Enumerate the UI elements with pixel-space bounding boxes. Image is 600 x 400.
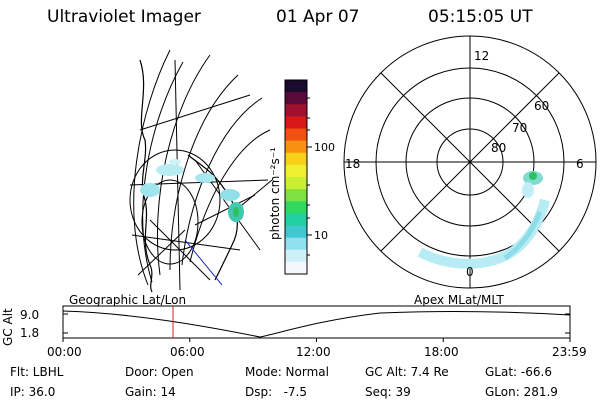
polar-plot	[343, 35, 597, 289]
info-glon: GLon: 281.9	[485, 385, 558, 399]
instrument-title: Ultraviolet Imager	[47, 7, 201, 27]
timeline-panel	[62, 305, 571, 342]
colorbar-gradient	[285, 80, 307, 275]
info-ip: IP: 36.0	[10, 385, 56, 399]
altitude-curve	[62, 310, 571, 338]
date-label: 01 Apr 07	[276, 7, 360, 27]
info-glat: GLat: -66.6	[485, 365, 552, 379]
colorbar-cell	[285, 177, 307, 190]
mlat-label-60: 60	[534, 99, 549, 113]
y-axis-label: GC Alt	[1, 308, 15, 346]
colorbar-cell	[285, 152, 307, 166]
colorbar-cell	[285, 92, 307, 105]
geographic-map	[129, 49, 273, 291]
colorbar-cell	[285, 261, 307, 275]
geographic-label: Geographic Lat/Lon	[69, 293, 187, 307]
info-mode: Mode: Normal	[245, 365, 329, 379]
limb-arc	[133, 49, 171, 286]
info-door: Door: Open	[125, 365, 194, 379]
apex-label: Apex MLat/MLT	[414, 293, 504, 307]
x-tick-1200: 12:00	[296, 345, 331, 359]
colorbar-label: photon cm⁻²s⁻¹	[268, 147, 282, 240]
colorbar-cell	[285, 104, 307, 117]
info-seq: Seq: 39	[365, 385, 411, 399]
info-gain: Gain: 14	[125, 385, 176, 399]
colorbar-cell	[285, 116, 307, 130]
colorbar-cell	[285, 201, 307, 214]
x-tick-0600: 06:00	[170, 345, 205, 359]
colorbar-cell	[285, 80, 307, 93]
auroral-oval-polar	[417, 171, 550, 269]
mlat-label-80: 80	[491, 141, 506, 155]
satellite-track	[184, 239, 223, 286]
colorbar-tick-10: 10	[314, 229, 328, 242]
x-tick-0000: 00:00	[47, 345, 82, 359]
auroral-emission-geographic	[140, 159, 244, 222]
colorbar-cell	[285, 189, 307, 202]
colorbar-cell	[285, 140, 307, 154]
colorbar-tick-100: 100	[314, 141, 335, 154]
colorbar-cell	[285, 237, 307, 251]
time-label: 05:15:05 UT	[428, 7, 533, 27]
colorbar-cell	[285, 128, 307, 142]
colorbar: 100 10 photon cm⁻²s⁻¹	[268, 79, 335, 275]
mlt-label-0: 0	[466, 265, 474, 279]
mlt-label-12: 12	[474, 49, 489, 63]
colorbar-cell	[285, 249, 307, 263]
mlat-label-70: 70	[512, 121, 527, 135]
colorbar-cell	[285, 225, 307, 239]
x-tick-2359: 23:59	[552, 345, 587, 359]
y-tick-max: 9.0	[20, 308, 40, 322]
info-gc-alt: GC Alt: 7.4 Re	[365, 365, 449, 379]
info-filter: Flt: LBHL	[10, 365, 64, 379]
info-dsp: Dsp: -7.5	[245, 385, 308, 399]
mlt-label-6: 6	[576, 157, 584, 171]
y-tick-min: 1.8	[20, 326, 40, 340]
x-tick-1800: 18:00	[424, 345, 459, 359]
colorbar-cell	[285, 164, 307, 178]
colorbar-cell	[285, 213, 307, 227]
mlt-label-18: 18	[345, 157, 360, 171]
